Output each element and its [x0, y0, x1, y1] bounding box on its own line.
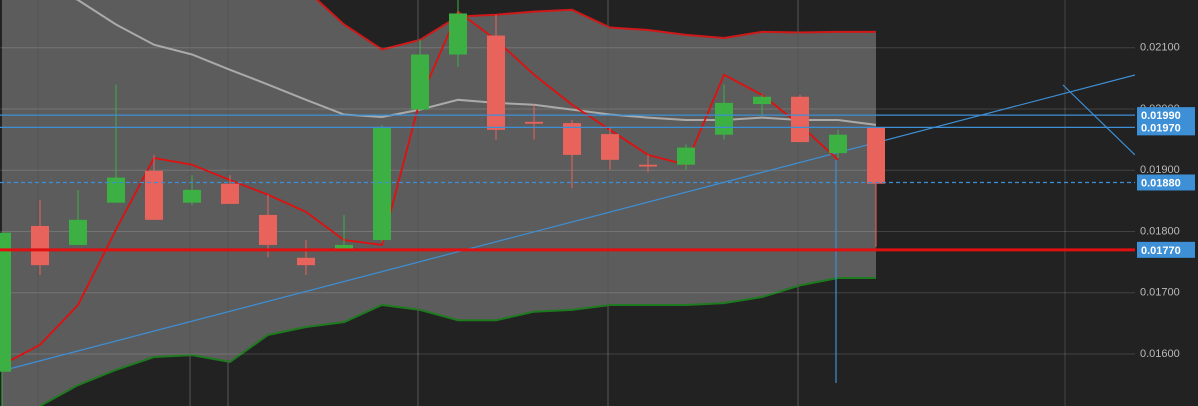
candle-body — [677, 147, 695, 165]
candle-body — [0, 232, 11, 372]
candle-body — [411, 54, 429, 110]
candle-body — [487, 35, 505, 130]
price-label: 0.01770 — [1141, 245, 1181, 257]
candle-body — [715, 102, 733, 135]
price-label: 0.01990 — [1141, 110, 1181, 122]
candle-body — [867, 127, 885, 184]
candle-body — [145, 170, 163, 220]
candle-body — [449, 13, 467, 55]
y-tick-label: 0.01600 — [1140, 348, 1180, 360]
band-lower — [39, 277, 876, 406]
price-label-box — [1137, 174, 1195, 191]
y-tick-label: 0.01900 — [1140, 164, 1180, 176]
candle-body — [297, 257, 315, 266]
price-label: 0.01970 — [1141, 122, 1181, 134]
y-tick-label: 0.01800 — [1140, 225, 1180, 237]
candle-body — [259, 214, 277, 245]
candle-body — [69, 219, 87, 245]
overlay-line — [75, 0, 877, 126]
candle-body — [791, 96, 809, 143]
band-layer — [2, 0, 876, 406]
candle-body — [525, 121, 543, 124]
candle-body — [31, 225, 49, 266]
candle-body — [107, 177, 125, 203]
candle-body — [639, 164, 657, 167]
y-tick-label: 0.02100 — [1140, 42, 1180, 54]
candle-body — [753, 96, 771, 105]
marks-layer — [0, 0, 1135, 406]
candle-body — [221, 183, 239, 204]
candle-body — [563, 123, 581, 155]
candle-body — [829, 134, 847, 154]
y-tick-label: 0.01700 — [1140, 287, 1180, 299]
band-upper — [315, 0, 876, 51]
candle-body — [601, 134, 619, 160]
axis-layer: 0.016000.017000.018000.019000.020000.021… — [1137, 42, 1195, 360]
price-label-box — [1137, 241, 1195, 258]
trend-line — [4, 74, 1135, 371]
price-label-box — [1137, 107, 1195, 124]
price-label-box — [1137, 119, 1195, 136]
price-label: 0.01880 — [1141, 177, 1181, 189]
candle-body — [335, 244, 353, 249]
trend-line — [1062, 84, 1135, 156]
candle-body — [183, 189, 201, 203]
candle-body — [373, 127, 391, 241]
